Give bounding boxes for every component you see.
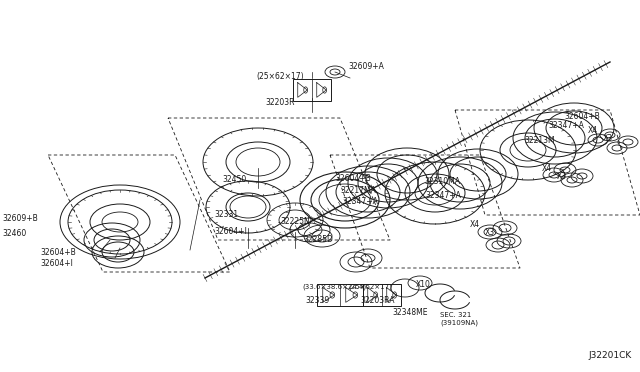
Text: 32604+B: 32604+B (564, 112, 600, 121)
Text: 32347+A: 32347+A (548, 121, 584, 130)
Text: (33.6×38.6×24.4): (33.6×38.6×24.4) (302, 283, 366, 289)
Text: X10: X10 (416, 280, 431, 289)
Text: 32609+B: 32609+B (2, 214, 38, 222)
Text: 32339: 32339 (306, 296, 330, 305)
Text: 32217MA: 32217MA (340, 186, 376, 195)
Text: J32201CK: J32201CK (589, 351, 632, 360)
Text: 32604+I: 32604+I (40, 260, 73, 269)
Text: X3: X3 (557, 172, 567, 181)
Text: 32331: 32331 (214, 210, 238, 219)
Text: X4: X4 (588, 126, 598, 135)
Text: 32348ME: 32348ME (392, 308, 428, 317)
Text: X4: X4 (470, 220, 480, 229)
Text: 32203RA: 32203RA (361, 296, 396, 305)
Text: (25×62×17): (25×62×17) (348, 283, 392, 289)
Text: 32604+I: 32604+I (214, 227, 247, 236)
Text: 32347+A: 32347+A (342, 197, 378, 206)
Text: 32213M: 32213M (524, 136, 555, 145)
Text: X3: X3 (485, 228, 495, 237)
Bar (293, 79, 331, 101)
Text: 32604+B: 32604+B (40, 247, 76, 257)
Text: 32347+A: 32347+A (425, 191, 461, 200)
Text: 32203R: 32203R (265, 98, 295, 107)
Text: 32450: 32450 (222, 175, 246, 184)
Text: 32460: 32460 (2, 228, 26, 237)
Text: (39109NA): (39109NA) (440, 320, 478, 327)
Text: 32285D: 32285D (303, 235, 333, 244)
Bar (363, 284, 401, 306)
Text: X3: X3 (603, 134, 613, 143)
Text: 32609+A: 32609+A (348, 62, 384, 71)
Bar (317, 284, 363, 306)
Text: SEC. 321: SEC. 321 (440, 312, 472, 318)
Text: (25×62×17): (25×62×17) (256, 72, 304, 81)
Text: 32225N: 32225N (280, 217, 310, 226)
Text: 32310MA: 32310MA (424, 177, 460, 186)
Text: X4: X4 (542, 164, 552, 173)
Text: 32604+B: 32604+B (335, 174, 371, 183)
